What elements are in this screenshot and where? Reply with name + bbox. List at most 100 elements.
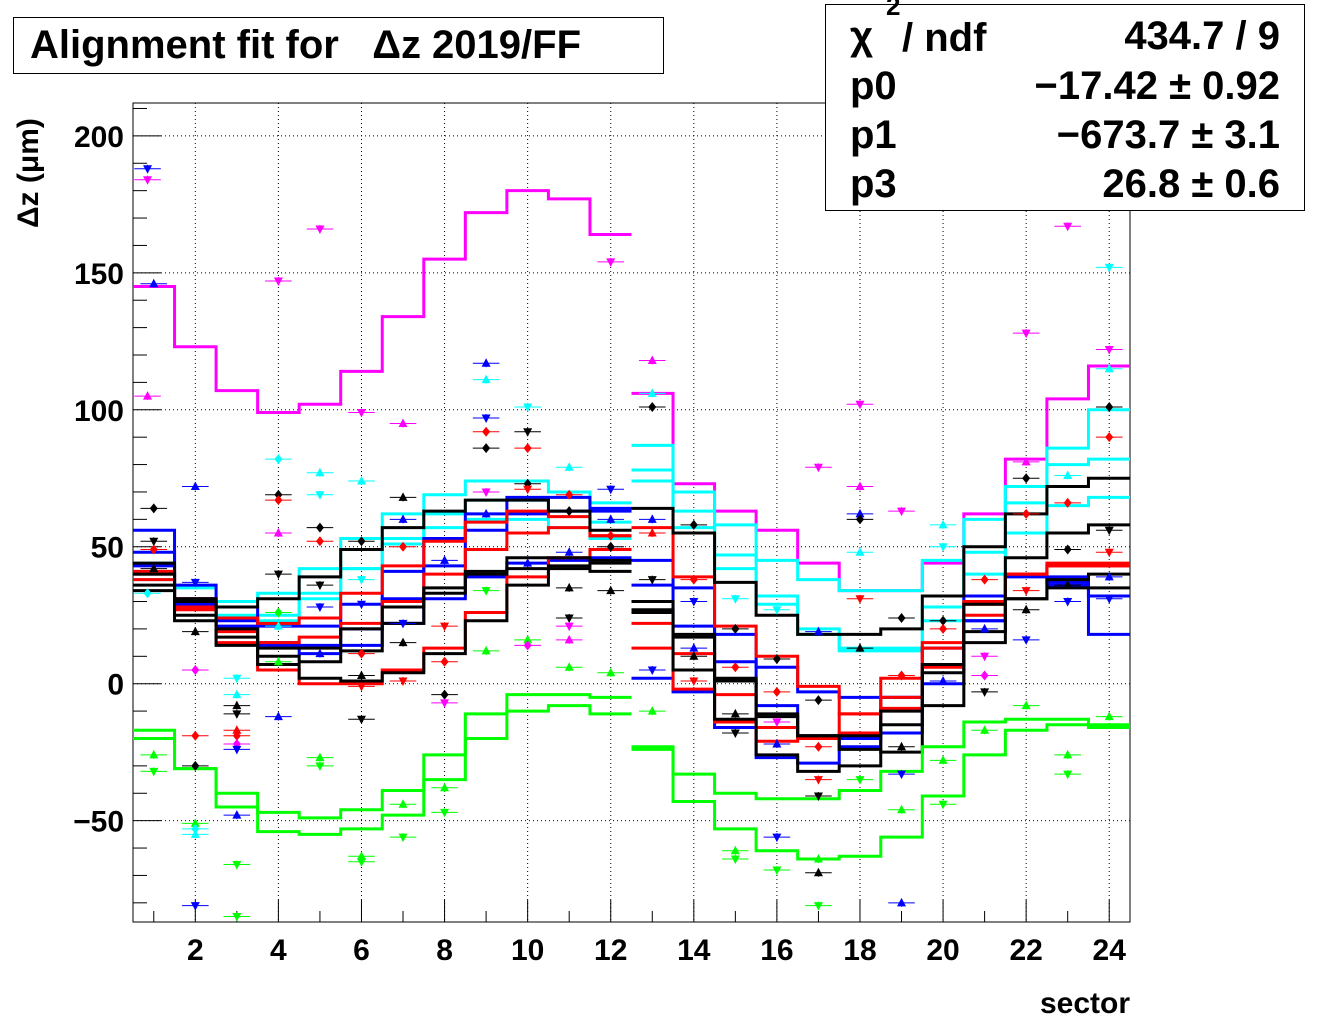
stats-name: χ [850,14,873,59]
grid-lines [133,103,1130,922]
marker [274,495,283,506]
marker [1063,580,1073,589]
marker [897,670,906,681]
data-point [805,792,832,801]
data-point [223,689,251,699]
marker [689,574,698,585]
data-point [638,402,666,413]
marker [143,588,152,599]
data-point [134,391,161,401]
data-point [555,622,583,632]
data-point [638,514,666,524]
data-point [555,582,583,592]
fit-statistics-box: χ 2 / ndf 434.7 / 9 p0 −17.42 ± 0.92 p1 … [825,0,1305,211]
marker [398,619,408,629]
data-point [1012,329,1040,339]
data-point [306,581,334,591]
marker [440,699,450,708]
marker [1104,526,1114,536]
marker [398,492,408,501]
marker [731,623,740,634]
data-point [140,563,168,573]
x-tick-label: 8 [436,934,453,967]
marker [190,481,200,490]
marker [855,481,865,490]
marker [855,514,864,525]
data-point [389,833,417,843]
data-point [472,426,500,437]
data-point [140,537,168,547]
marker [149,767,159,777]
data-point [722,729,749,738]
data-point [348,715,375,725]
data-point [638,528,666,538]
marker [606,485,616,495]
marker [232,860,242,870]
marker [1063,770,1073,780]
data-point [638,575,666,585]
x-tick-label: 20 [926,934,959,967]
marker [606,541,615,552]
data-point [182,823,209,834]
data-point [223,674,251,684]
marker [481,645,491,655]
data-point [597,257,625,267]
data-point [389,514,417,524]
data-point [1095,711,1123,721]
marker [191,665,200,675]
marker [398,833,408,843]
marker [980,623,990,633]
data-point [846,547,874,557]
data-point [472,358,500,368]
data-point [805,463,832,473]
marker [481,414,491,423]
data-point [265,656,292,666]
marker [1022,508,1031,519]
marker [938,519,948,529]
marker [731,662,740,673]
marker [606,667,616,677]
y-tick-label: 200 [74,121,124,154]
data-point [1054,222,1081,232]
marker [980,725,990,734]
data-point [1012,635,1040,645]
data-point [389,799,417,809]
data-point [1054,749,1081,759]
marker [1021,700,1031,710]
data-point [140,503,168,514]
marker [398,418,408,427]
marker [938,675,948,685]
data-point [680,643,708,653]
marker [356,576,366,585]
data-point [722,845,749,855]
marker [813,792,823,801]
marker [813,902,823,911]
stats-row-p0: p0 −17.42 ± 0.92 [826,63,1304,111]
marker [523,428,533,437]
data-point [929,755,957,765]
data-point [306,648,334,658]
marker [565,489,574,500]
data-point [348,575,375,585]
marker [523,558,533,567]
stats-row-p3: p3 26.8 ± 0.6 [826,161,1304,209]
data-point [1095,594,1123,604]
stats-value: 434.7 / 9 [1124,14,1280,58]
data-point [182,760,209,771]
data-point [555,634,583,644]
data-point [971,652,998,662]
marker [1104,363,1114,373]
data-point [134,164,161,174]
marker [813,463,823,473]
data-point [306,490,334,500]
marker [606,514,616,523]
marker [1021,636,1031,645]
data-point [182,626,209,636]
marker [564,662,574,671]
data-point [680,597,708,607]
data-point [888,612,915,623]
data-point [348,648,375,659]
marker [897,897,907,907]
data-point [888,770,915,780]
marker [647,528,657,537]
